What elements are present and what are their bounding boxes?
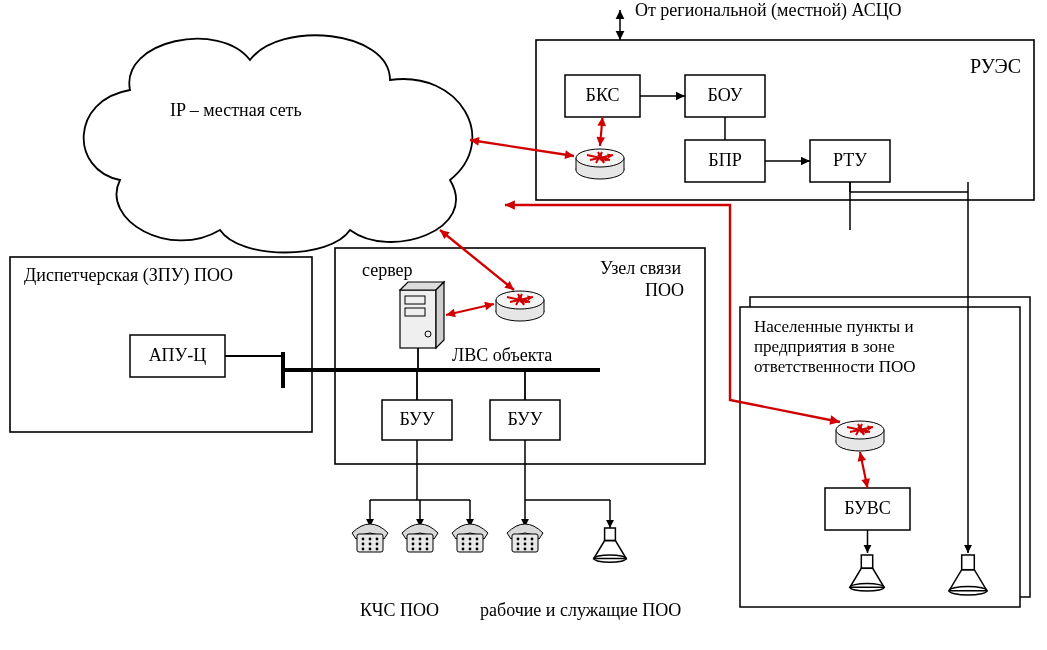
svg-marker-25 (597, 117, 606, 126)
svg-point-79 (412, 538, 415, 541)
svg-point-74 (369, 548, 372, 551)
svg-point-84 (426, 543, 429, 546)
svg-point-97 (462, 548, 465, 551)
svg-marker-158 (505, 200, 515, 210)
svg-point-91 (462, 538, 465, 541)
svg-point-67 (362, 538, 365, 541)
svg-point-85 (412, 548, 415, 551)
svg-point-92 (469, 538, 472, 541)
svg-point-108 (517, 543, 520, 546)
svg-point-96 (476, 543, 479, 546)
svg-point-68 (369, 538, 372, 541)
svg-marker-115 (606, 520, 614, 528)
svg-marker-9 (801, 157, 810, 166)
svg-point-112 (524, 548, 527, 551)
svg-point-110 (531, 543, 534, 546)
svg-marker-27 (616, 31, 625, 40)
svg-point-94 (462, 543, 465, 546)
svg-point-82 (412, 543, 415, 546)
svg-point-72 (376, 543, 379, 546)
svg-point-80 (419, 538, 422, 541)
svg-point-106 (524, 538, 527, 541)
svg-point-87 (426, 548, 429, 551)
svg-line-152 (470, 140, 574, 156)
svg-marker-24 (596, 137, 605, 146)
svg-point-70 (362, 543, 365, 546)
svg-point-113 (531, 548, 534, 551)
svg-point-86 (419, 548, 422, 551)
svg-point-95 (469, 543, 472, 546)
svg-line-155 (440, 230, 514, 290)
svg-point-109 (524, 543, 527, 546)
svg-point-111 (517, 548, 520, 551)
svg-point-69 (376, 538, 379, 541)
svg-marker-6 (676, 92, 685, 101)
svg-point-93 (476, 538, 479, 541)
svg-point-99 (476, 548, 479, 551)
svg-marker-53 (446, 309, 456, 317)
svg-point-105 (517, 538, 520, 541)
svg-point-98 (469, 548, 472, 551)
svg-point-83 (419, 543, 422, 546)
svg-point-73 (362, 548, 365, 551)
svg-point-71 (369, 543, 372, 546)
svg-marker-28 (616, 10, 625, 19)
svg-rect-116 (605, 528, 616, 541)
svg-point-81 (426, 538, 429, 541)
svg-point-75 (376, 548, 379, 551)
svg-marker-52 (484, 302, 494, 310)
svg-point-107 (531, 538, 534, 541)
svg-marker-34 (436, 282, 444, 348)
